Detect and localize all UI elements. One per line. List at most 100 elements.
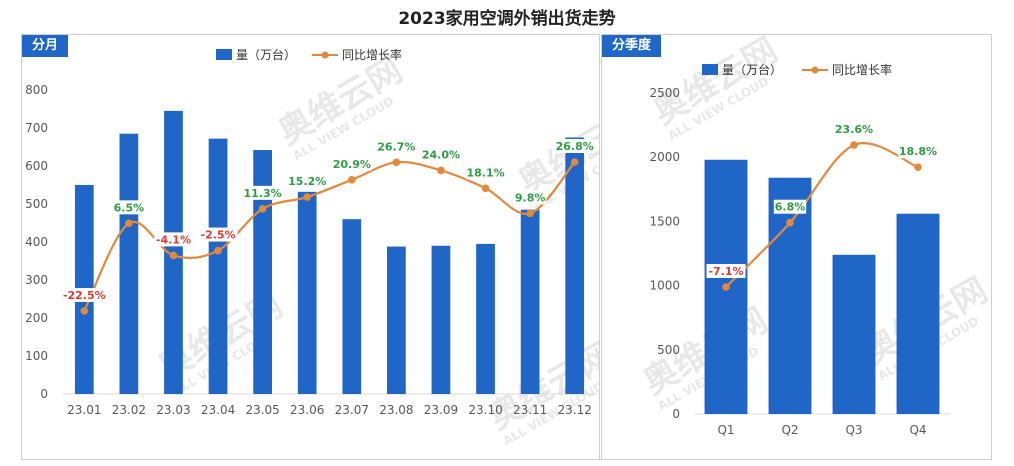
quarterly-y-tick-label: 2500	[649, 86, 680, 100]
monthly-growth-marker	[392, 158, 401, 167]
monthly-growth-marker	[258, 205, 267, 213]
monthly-bar	[342, 219, 362, 394]
monthly-y-tick-label: 500	[25, 197, 48, 211]
monthly-growth-marker	[347, 176, 356, 184]
monthly-growth-label-bg	[198, 227, 238, 242]
monthly-growth-label: 6.5%	[114, 201, 145, 214]
monthly-bar	[297, 191, 317, 394]
quarterly-y-tick-label: 1500	[649, 214, 680, 228]
quarterly-panel-tag: 分季度	[602, 35, 662, 57]
monthly-growth-marker	[303, 193, 312, 201]
quarterly-growth-marker	[722, 283, 730, 291]
monthly-x-tick-label: 23.06	[290, 403, 324, 417]
monthly-growth-label: 9.8%	[515, 191, 546, 204]
monthly-growth-marker	[125, 219, 133, 228]
monthly-growth-label: -22.5%	[63, 289, 106, 302]
quarterly-growth-label-bg	[773, 199, 807, 214]
quarterly-legend-line-label: 同比增长率	[832, 62, 892, 77]
quarterly-bar	[768, 177, 812, 414]
monthly-x-tick-label: 23.03	[156, 403, 190, 417]
monthly-y-tick-label: 400	[25, 235, 48, 249]
monthly-x-tick-label: 23.01	[67, 403, 101, 417]
monthly-growth-label-bg	[555, 139, 595, 153]
quarterly-growth-label-bg	[834, 122, 874, 136]
monthly-bar	[119, 133, 139, 394]
monthly-growth-label: 26.8%	[556, 140, 594, 153]
monthly-growth-label-bg	[332, 156, 372, 171]
monthly-y-tick-label: 100	[25, 349, 48, 363]
monthly-growth-label-bg	[61, 288, 108, 302]
monthly-legend-bar-swatch	[216, 49, 232, 60]
quarterly-legend-bar-label: 量（万台）	[722, 62, 782, 77]
monthly-growth-label: 26.7%	[377, 140, 415, 153]
monthly-growth-label: 15.2%	[288, 175, 326, 188]
monthly-x-tick-label: 23.04	[201, 403, 235, 417]
monthly-bar	[520, 209, 540, 394]
monthly-y-tick-label: 800	[25, 83, 48, 97]
monthly-bar	[387, 246, 406, 394]
quarterly-bar	[896, 213, 940, 414]
quarterly-y-tick-label: 500	[657, 343, 680, 357]
monthly-growth-label-bg	[112, 200, 146, 215]
monthly-bar	[431, 245, 451, 394]
monthly-x-tick-label: 23.02	[112, 403, 146, 417]
monthly-x-tick-label: 23.12	[558, 403, 592, 417]
monthly-y-tick-label: 200	[25, 311, 48, 325]
monthly-growth-label-bg	[153, 232, 193, 247]
quarterly-growth-label-bg	[898, 144, 938, 159]
quarterly-growth-label-bg	[706, 264, 746, 278]
monthly-y-tick-label: 600	[25, 159, 48, 173]
quarterly-legend-line-marker	[811, 66, 819, 74]
monthly-y-tick-label: 700	[25, 121, 48, 135]
quarterly-growth-marker	[786, 218, 794, 227]
quarterly-growth-line	[725, 142, 919, 288]
quarterly-bar	[832, 254, 876, 414]
quarterly-growth-marker	[914, 163, 922, 172]
monthly-x-tick-label: 23.11	[513, 403, 547, 417]
quarterly-growth-label: 6.8%	[775, 201, 806, 214]
chart-title: 2023家用空调外销出货走势	[398, 9, 616, 29]
monthly-bar	[565, 137, 585, 394]
monthly-growth-label: 20.9%	[333, 158, 371, 171]
quarterly-y-tick-label: 1000	[649, 279, 680, 293]
monthly-growth-label: -4.1%	[156, 233, 191, 246]
quarterly-growth-label: -7.1%	[708, 265, 743, 278]
monthly-growth-marker	[169, 251, 178, 260]
monthly-legend-line-marker	[321, 51, 329, 59]
quarterly-y-tick-label: 2000	[649, 150, 680, 164]
monthly-legend-bar-label: 量（万台）	[236, 47, 296, 62]
monthly-growth-label: 18.1%	[466, 166, 504, 179]
monthly-bar	[208, 138, 228, 394]
quarterly-x-tick-label: Q1	[717, 423, 734, 437]
quarterly-x-tick-label: Q4	[909, 423, 926, 437]
monthly-growth-marker	[481, 184, 490, 193]
monthly-growth-label-bg	[513, 190, 547, 205]
quarterly-y-tick-label: 0	[672, 407, 680, 421]
monthly-y-tick-label: 300	[25, 273, 48, 287]
quarterly-growth-label: 23.6%	[835, 123, 873, 136]
monthly-growth-label-bg	[287, 174, 327, 189]
quarterly-x-tick-label: Q3	[845, 423, 862, 437]
monthly-y-tick-label: 0	[40, 387, 48, 401]
monthly-x-tick-label: 23.05	[245, 403, 279, 417]
monthly-growth-marker	[80, 307, 89, 315]
monthly-panel-tag: 分月	[22, 35, 69, 57]
monthly-legend-line-label: 同比增长率	[342, 47, 402, 62]
monthly-growth-marker	[214, 246, 222, 255]
quarterly-legend-bar-swatch	[702, 64, 718, 75]
monthly-growth-label: 11.3%	[244, 187, 282, 200]
monthly-x-tick-label: 23.09	[424, 403, 458, 417]
monthly-growth-label-bg	[243, 185, 283, 200]
quarterly-growth-label: 18.8%	[899, 145, 937, 158]
monthly-growth-marker	[437, 166, 445, 175]
quarterly-x-tick-label: Q2	[781, 423, 798, 437]
monthly-growth-label-bg	[376, 139, 416, 154]
monthly-bar	[476, 243, 495, 394]
monthly-x-tick-label: 23.07	[335, 403, 369, 417]
monthly-x-tick-label: 23.08	[379, 403, 413, 417]
monthly-growth-marker	[570, 158, 579, 166]
